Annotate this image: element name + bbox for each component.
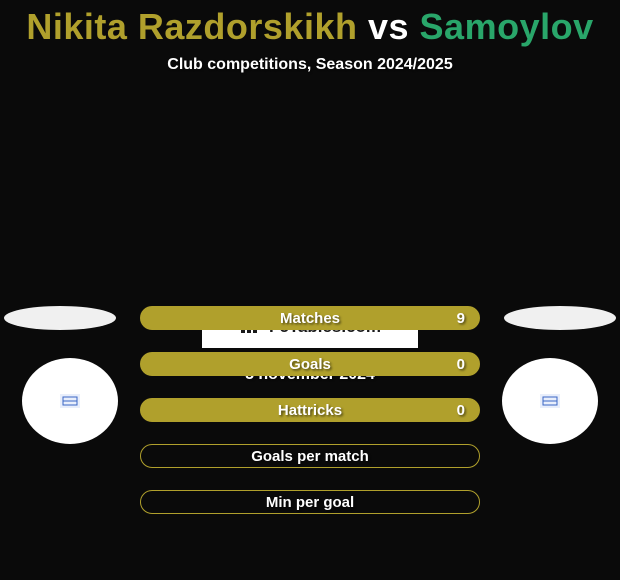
season-subtitle: Club competitions, Season 2024/2025 xyxy=(0,56,620,74)
player2-club-circle xyxy=(502,358,598,444)
stat-label: Hattricks xyxy=(278,402,342,419)
stat-bar-min-per-goal: Min per goal xyxy=(140,490,480,514)
stat-value: 0 xyxy=(457,402,465,419)
player1-club-icon xyxy=(60,394,80,408)
player2-name: Samoylov xyxy=(420,6,594,47)
stat-value: 9 xyxy=(457,310,465,327)
stat-label: Min per goal xyxy=(266,494,354,511)
stat-bars: Matches 9 Goals 0 Hattricks 0 Goals per … xyxy=(140,306,480,536)
vs-text: vs xyxy=(368,6,409,47)
stat-value: 0 xyxy=(457,356,465,373)
player1-name: Nikita Razdorskikh xyxy=(26,6,357,47)
stat-bar-hattricks: Hattricks 0 xyxy=(140,398,480,422)
player2-shadow-ellipse xyxy=(504,306,616,330)
player1-club-circle xyxy=(22,358,118,444)
stat-label: Matches xyxy=(280,310,340,327)
player2-club-icon xyxy=(540,394,560,408)
comparison-title: Nikita Razdorskikh vs Samoylov xyxy=(0,0,620,48)
stat-bar-goals: Goals 0 xyxy=(140,352,480,376)
stat-bar-goals-per-match: Goals per match xyxy=(140,444,480,468)
stat-label: Goals xyxy=(289,356,331,373)
stat-label: Goals per match xyxy=(251,448,369,465)
stat-bar-matches: Matches 9 xyxy=(140,306,480,330)
comparison-stage: Matches 9 Goals 0 Hattricks 0 Goals per … xyxy=(0,306,620,384)
player1-shadow-ellipse xyxy=(4,306,116,330)
